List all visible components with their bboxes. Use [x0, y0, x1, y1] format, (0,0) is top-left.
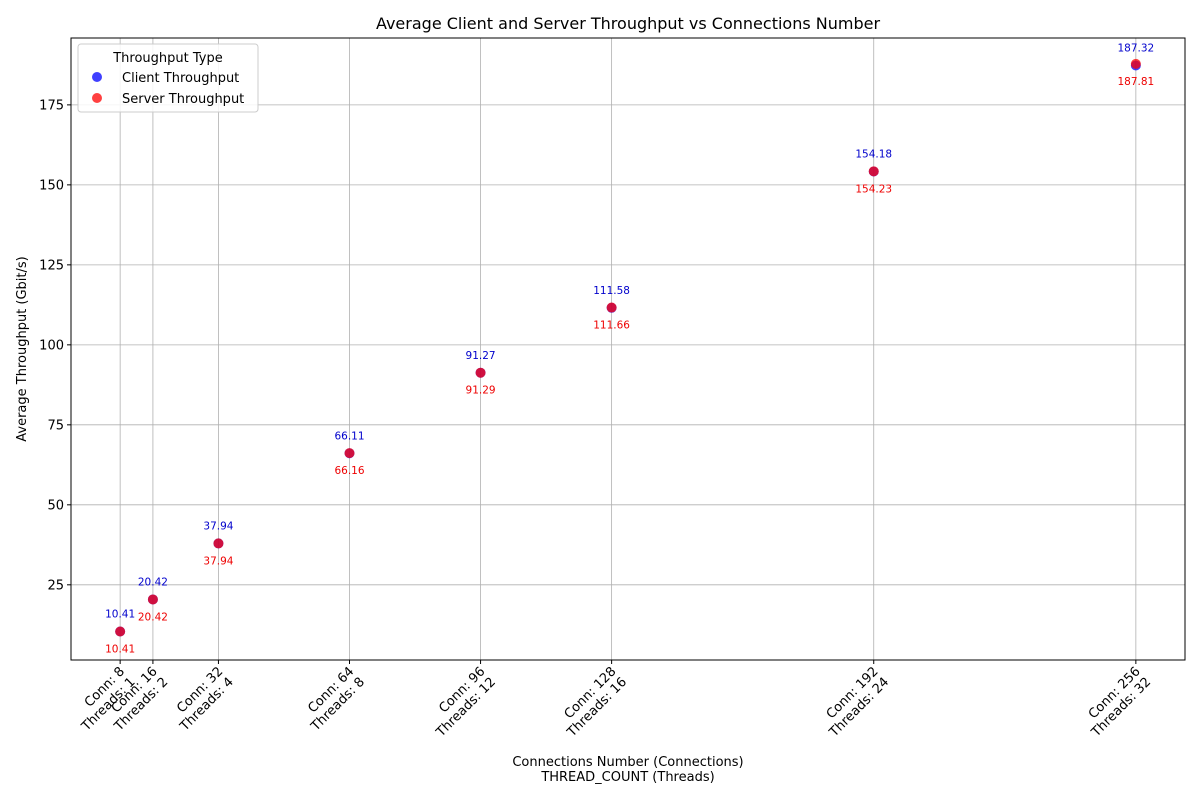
x-tick-label: Conn: 256Threads: 32: [1078, 664, 1155, 741]
legend-label-server: Server Throughput: [122, 92, 244, 107]
server-point: [213, 538, 224, 549]
legend-label-client: Client Throughput: [122, 71, 239, 86]
server-point: [115, 626, 126, 637]
server-point: [344, 448, 355, 459]
client-value-label: 20.42: [138, 576, 168, 588]
client-value-label: 10.41: [105, 608, 135, 620]
client-value-label: 111.58: [593, 285, 630, 297]
client-value-label: 91.27: [466, 350, 496, 362]
x-axis-label-line1: Connections Number (Connections): [512, 755, 743, 770]
client-value-label: 66.11: [334, 430, 364, 442]
y-axis: 25 50 75 100 125 150 175: [39, 98, 71, 593]
legend-marker-server: [92, 93, 102, 103]
legend-box: [77, 43, 259, 113]
x-tick-label: Conn: 64Threads: 8: [297, 664, 368, 735]
legend-marker-client: [92, 72, 102, 82]
server-value-label: 10.41: [105, 643, 135, 655]
y-tick-label: 100: [39, 338, 64, 353]
chart-title: Average Client and Server Throughput vs …: [376, 14, 881, 33]
y-tick-label: 75: [47, 418, 64, 433]
y-axis-label: Average Throughput (Gbit/s): [15, 256, 30, 442]
server-value-label: 37.94: [203, 555, 233, 567]
y-tick-label: 150: [39, 178, 64, 193]
server-value-label: 154.23: [855, 183, 892, 195]
client-value-label: 37.94: [203, 520, 233, 532]
grid: [71, 38, 1185, 660]
server-point: [1130, 58, 1141, 69]
y-tick-label: 50: [47, 498, 64, 513]
server-point: [606, 302, 617, 313]
server-value-label: 66.16: [334, 465, 364, 477]
server-point: [147, 594, 158, 605]
y-tick-label: 125: [39, 258, 64, 273]
x-tick-label: Conn: 32Threads: 4: [166, 664, 237, 735]
client-value-label: 187.32: [1117, 42, 1154, 54]
x-axis-label-line2: THREAD_COUNT (Threads): [540, 770, 714, 785]
x-tick-label: Conn: 96Threads: 12: [422, 664, 499, 741]
y-tick-label: 25: [47, 578, 64, 593]
server-point: [475, 367, 486, 378]
x-tick-label: Conn: 128Threads: 16: [553, 664, 630, 741]
server-point: [868, 166, 879, 177]
y-tick-label: 175: [39, 98, 64, 113]
data-labels: 10.4120.4237.9466.1191.27111.58154.18187…: [105, 42, 1154, 655]
client-value-label: 154.18: [855, 148, 892, 160]
server-value-label: 187.81: [1117, 76, 1154, 88]
server-value-label: 111.66: [593, 320, 630, 332]
plot-area: [70, 37, 1186, 661]
legend-title: Throughput Type: [112, 51, 223, 66]
server-value-label: 91.29: [466, 385, 496, 397]
server-value-label: 20.42: [138, 611, 168, 623]
legend: Throughput Type Client Throughput Server…: [77, 43, 259, 113]
data-points: [115, 58, 1141, 637]
x-tick-label: Conn: 192Threads: 24: [816, 664, 893, 741]
